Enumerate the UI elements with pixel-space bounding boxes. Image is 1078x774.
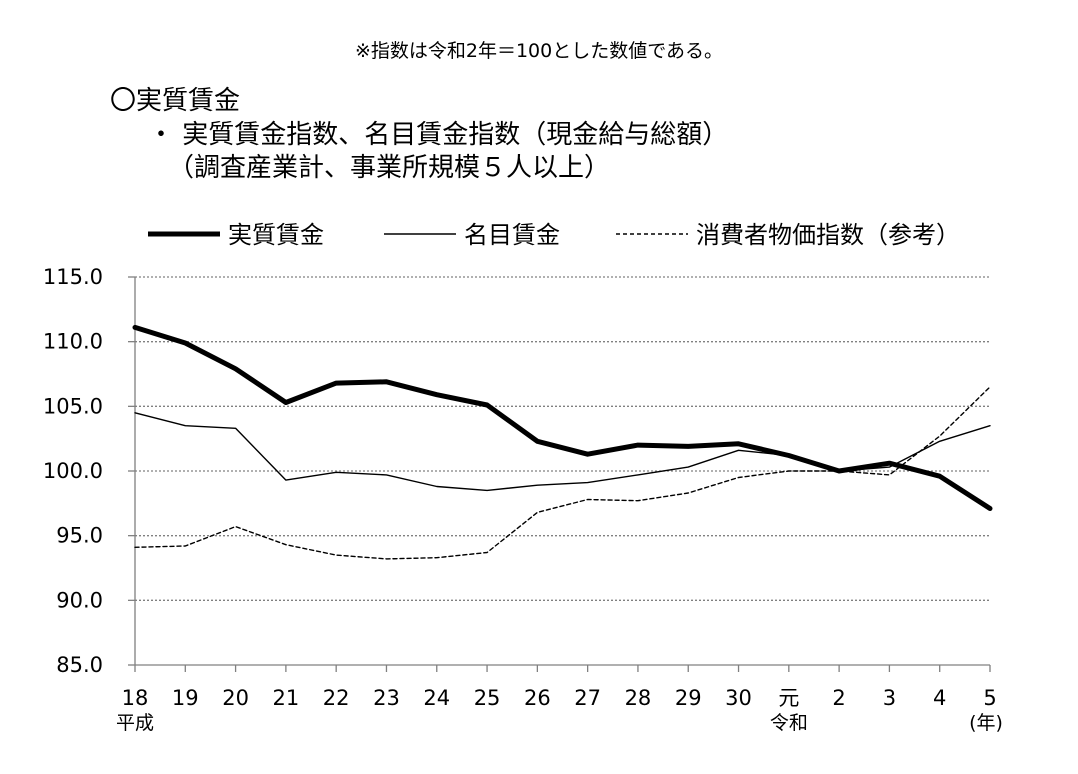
era-label-reiwa: 令和 (770, 712, 808, 734)
y-tick-label: 95.0 (56, 524, 103, 548)
x-axis-unit-label: (年) (969, 712, 1003, 734)
gridlines (135, 276, 990, 601)
legend-label-1: 実質賃金 (228, 221, 324, 249)
x-tick-label: 18 (122, 686, 149, 710)
x-tick-label: 19 (172, 686, 199, 710)
y-tick-label: 85.0 (56, 653, 103, 677)
series-line-3 (134, 386, 991, 560)
x-tick-label: 30 (725, 686, 752, 710)
x-tick-label: 23 (373, 686, 400, 710)
legend-label-3: 消費者物価指数（参考） (696, 221, 960, 249)
x-tick-label: 28 (625, 686, 652, 710)
x-tick-label: 20 (222, 686, 249, 710)
chart-subheading-scope: （調査産業計、事業所規模５人以上） (168, 153, 611, 183)
chart-subheading: ・ 実質賃金指数、名目賃金指数（現金給与総額） (148, 120, 729, 150)
index-note: ※指数は令和2年＝100とした数値である。 (354, 40, 724, 62)
x-tick-label: 24 (423, 686, 450, 710)
y-tick-label: 90.0 (56, 588, 103, 612)
y-tick-label: 115.0 (43, 265, 103, 289)
legend: 実質賃金 名目賃金 消費者物価指数（参考） (148, 221, 960, 249)
section-heading: 〇実質賃金 (110, 86, 241, 116)
x-tick-label: 26 (524, 686, 551, 710)
series-lines (132, 324, 993, 560)
x-tick-label: 22 (323, 686, 350, 710)
x-tick-label: 5 (983, 686, 996, 710)
x-axis-ticks: 18 19 20 21 22 23 24 25 26 27 28 29 30 元 2 3 4 5平成 令和 (年) (116, 686, 1003, 734)
era-label-heisei: 平成 (116, 712, 154, 734)
x-tick-label: 29 (675, 686, 702, 710)
y-tick-label: 100.0 (43, 459, 103, 483)
x-tick-label: 元 (778, 686, 799, 710)
x-tick-label: 27 (574, 686, 601, 710)
series-line-1 (132, 324, 993, 511)
x-tick-label: 21 (273, 686, 300, 710)
series-line-2 (134, 412, 991, 492)
x-tick-label: 25 (474, 686, 501, 710)
x-tick-label: 2 (832, 686, 845, 710)
x-tick-label: 4 (933, 686, 946, 710)
legend-label-2: 名目賃金 (464, 221, 560, 249)
x-tick-label: 3 (883, 686, 896, 710)
y-axis-ticks: 115.0 110.0 105.0 100.0 95.0 90.0 85.0 (43, 265, 103, 677)
axes (128, 276, 991, 672)
y-tick-label: 110.0 (43, 330, 103, 354)
y-tick-label: 105.0 (43, 394, 103, 418)
